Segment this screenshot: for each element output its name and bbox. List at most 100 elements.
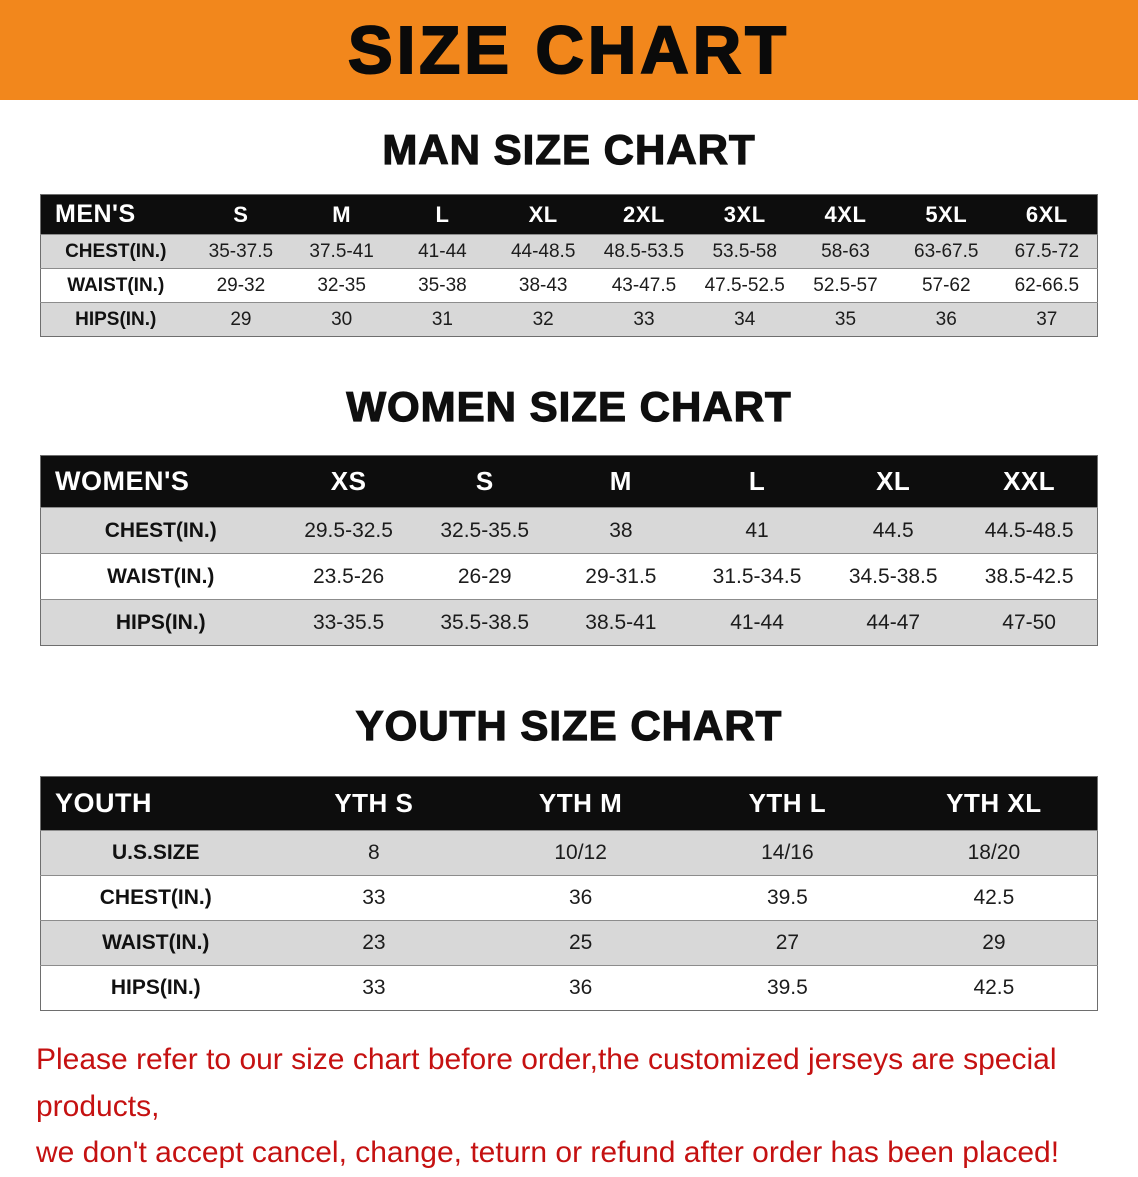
value-cell: 29-32 [216, 274, 266, 296]
table-header-row: MEN'S S M L XL 2XL 3XL 4XL 5XL 6XL [40, 194, 1098, 235]
table-title-cell: WOMEN'S [40, 455, 281, 508]
women-size-table: WOMEN'S XS S M L XL XXL CHEST(IN.) 29.5-32.5 32.5… [40, 455, 1098, 646]
value-cell: 35 [834, 308, 857, 330]
table-row: WAIST(IN.) 23.5-26 26-29 29-31.5 31.5-34.5 34… [40, 553, 1098, 600]
value-cell: 27 [775, 931, 800, 954]
page-title: SIZE CHART [347, 12, 790, 89]
men-size-table: MEN'S S M L XL 2XL 3XL 4XL 5XL 6XL CHEST(IN.) 35-37… [40, 194, 1098, 337]
table-row: HIPS(IN.) 29 30 31 32 33 34 35 36 37 [40, 302, 1098, 337]
table-row: CHEST(IN.) 35-37.5 37.5-41 41-44 44-48.5 48.5… [40, 234, 1098, 269]
value-cell: 38 [609, 518, 633, 542]
value-cell: 29-31.5 [585, 564, 657, 588]
value-cell: 14/16 [761, 841, 814, 864]
value-cell: 63-67.5 [914, 240, 979, 262]
column-header-cell: 4XL [795, 194, 896, 235]
value-cell: 34 [734, 308, 756, 330]
value-cell: 33-35.5 [312, 610, 385, 634]
row-label-cell: WAIST(IN.) [107, 564, 215, 588]
value-cell: 48.5-53.5 [603, 240, 685, 262]
youth-size-section: YOUTH SIZE CHART YOUTH YTH S YTH M YTH L YTH… [0, 701, 1138, 1011]
column-header-cell: XXL [961, 455, 1098, 508]
value-cell: 10/12 [554, 841, 607, 864]
women-size-section: WOMEN SIZE CHART WOMEN'S XS S M L XL XXL CHEST(… [0, 382, 1138, 646]
column-header-cell: XS [280, 455, 417, 508]
disclaimer: Please refer to our size chart before or… [36, 1037, 1102, 1177]
value-cell: 38.5-42.5 [984, 564, 1074, 588]
table-row: U.S.SIZE 8 10/12 14/16 18/20 [40, 830, 1098, 876]
column-header-cell: YTH L [684, 776, 891, 831]
column-header-cell: 2XL [593, 194, 695, 235]
value-cell: 39.5 [766, 976, 808, 999]
youth-section-heading: YOUTH SIZE CHART [355, 701, 783, 749]
row-label-cell: HIPS(IN.) [110, 976, 201, 999]
value-cell: 38.5-41 [585, 610, 657, 634]
column-header-cell: L [392, 194, 493, 235]
value-cell: 8 [368, 841, 380, 864]
value-cell: 32-35 [317, 274, 366, 296]
value-cell: 23.5-26 [312, 564, 385, 588]
value-cell: 38-43 [518, 274, 568, 296]
value-cell: 41 [745, 518, 769, 542]
value-cell: 42.5 [973, 976, 1015, 999]
value-cell: 25 [568, 931, 593, 954]
value-cell: 37 [1036, 308, 1058, 330]
value-cell: 32 [532, 308, 554, 330]
column-header-cell: 5XL [895, 194, 997, 235]
value-cell: 36 [568, 886, 593, 909]
column-header-cell: S [416, 455, 553, 508]
value-cell: 57-62 [921, 274, 971, 296]
value-cell: 39.5 [766, 886, 808, 909]
title-banner: SIZE CHART [0, 0, 1138, 100]
youth-size-table: YOUTH YTH S YTH M YTH L YTH XL U.S.SIZE 8 10/12… [40, 776, 1098, 1011]
value-cell: 62-66.5 [1014, 274, 1080, 296]
column-header-cell: YTH M [477, 776, 684, 831]
value-cell: 31 [431, 308, 453, 330]
men-section-heading: MAN SIZE CHART [382, 125, 756, 173]
value-cell: 43-47.5 [611, 274, 677, 296]
row-label-cell: CHEST(IN.) [65, 240, 167, 262]
value-cell: 44-47 [866, 610, 921, 634]
row-label-cell: U.S.SIZE [111, 841, 200, 864]
value-cell: 32.5-35.5 [440, 518, 530, 542]
value-cell: 33 [362, 886, 386, 909]
column-header-cell: M [552, 455, 689, 508]
value-cell: 30 [331, 308, 353, 330]
column-header-cell: YTH S [270, 776, 478, 831]
table-row: HIPS(IN.) 33-35.5 35.5-38.5 38.5-41 41-44 44-… [40, 599, 1098, 646]
column-header-cell: 6XL [996, 194, 1098, 235]
row-label-cell: WAIST(IN.) [67, 274, 165, 296]
column-header-cell: XL [492, 194, 594, 235]
disclaimer-line-1: Please refer to our size chart before or… [36, 1043, 1057, 1123]
table-row: CHEST(IN.) 29.5-32.5 32.5-35.5 38 41 44.5 44.5… [40, 507, 1098, 554]
value-cell: 47-50 [1002, 610, 1056, 634]
value-cell: 53.5-58 [712, 240, 777, 262]
column-header-cell: YTH XL [890, 776, 1098, 831]
row-label-cell: CHEST(IN.) [104, 518, 217, 542]
value-cell: 36 [568, 976, 593, 999]
value-cell: 41-44 [730, 610, 784, 634]
disclaimer-line-2: we don't accept cancel, change, teturn o… [36, 1136, 1060, 1169]
row-label-cell: CHEST(IN.) [99, 886, 212, 909]
column-header-cell: L [688, 455, 826, 508]
value-cell: 34.5-38.5 [848, 564, 938, 588]
value-cell: 41-44 [418, 240, 467, 262]
table-row: CHEST(IN.) 33 36 39.5 42.5 [40, 875, 1098, 921]
value-cell: 35-37.5 [208, 240, 274, 262]
value-cell: 35-38 [418, 274, 467, 296]
column-header-cell: XL [825, 455, 962, 508]
value-cell: 58-63 [821, 240, 870, 262]
table-header-row: YOUTH YTH S YTH M YTH L YTH XL [40, 776, 1098, 831]
table-title-cell: YOUTH [40, 776, 271, 831]
table-row: HIPS(IN.) 33 36 39.5 42.5 [40, 965, 1098, 1011]
women-section-heading: WOMEN SIZE CHART [346, 382, 792, 430]
column-header-cell: S [190, 194, 292, 235]
value-cell: 29 [230, 308, 252, 330]
value-cell: 37.5-41 [309, 240, 374, 262]
column-header-cell: M [291, 194, 393, 235]
value-cell: 42.5 [973, 886, 1015, 909]
row-label-cell: HIPS(IN.) [75, 308, 157, 330]
value-cell: 36 [935, 308, 957, 330]
table-header-row: WOMEN'S XS S M L XL XXL [40, 455, 1098, 508]
value-cell: 67.5-72 [1014, 240, 1080, 262]
